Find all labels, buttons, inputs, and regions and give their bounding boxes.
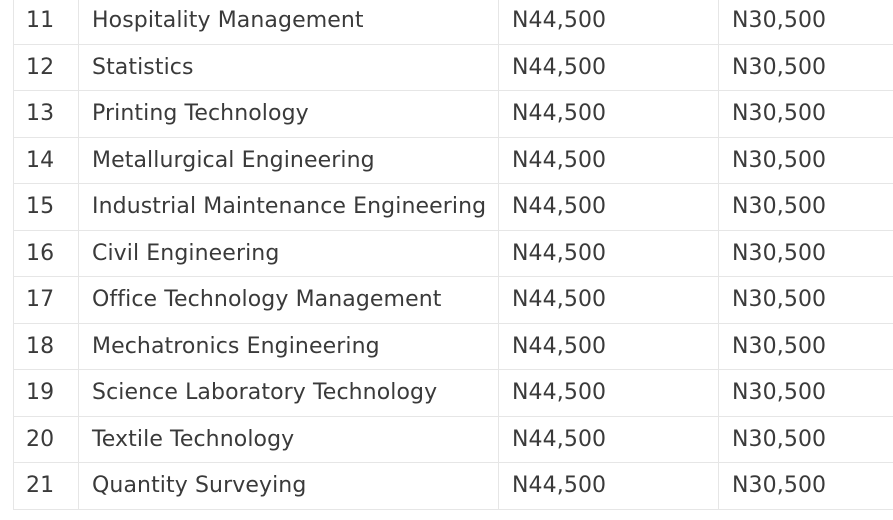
serial-number-cell: 13 [13,90,79,138]
table-row: 11 Hospitality Management N44,500 N30,50… [13,0,893,45]
fee-cell-second: N30,500 [718,322,893,370]
course-name-cell: Statistics [78,43,499,91]
fee-cell-first: N44,500 [498,136,719,184]
course-name-cell: Metallurgical Engineering [78,136,499,184]
fee-cell-second: N30,500 [718,462,893,510]
course-name-cell: Industrial Maintenance Engineering [78,183,499,231]
table-row: 14 Metallurgical Engineering N44,500 N30… [13,136,893,184]
fee-cell-second: N30,500 [718,369,893,417]
course-name-cell: Civil Engineering [78,229,499,277]
course-name-cell: Mechatronics Engineering [78,322,499,370]
serial-number-cell: 11 [13,0,79,45]
table-row: 20 Textile Technology N44,500 N30,500 [13,415,893,463]
fees-table-body: 11 Hospitality Management N44,500 N30,50… [13,0,893,510]
course-name-cell: Science Laboratory Technology [78,369,499,417]
fee-cell-second: N30,500 [718,183,893,231]
serial-number-cell: 21 [13,462,79,510]
table-row: 12 Statistics N44,500 N30,500 [13,43,893,91]
fee-cell-first: N44,500 [498,229,719,277]
fee-cell-second: N30,500 [718,276,893,324]
fee-cell-first: N44,500 [498,322,719,370]
table-row: 16 Civil Engineering N44,500 N30,500 [13,229,893,277]
fee-cell-second: N30,500 [718,415,893,463]
fee-cell-first: N44,500 [498,183,719,231]
fee-cell-first: N44,500 [498,369,719,417]
fee-cell-first: N44,500 [498,90,719,138]
fee-cell-first: N44,500 [498,276,719,324]
table-row: 21 Quantity Surveying N44,500 N30,500 [13,462,893,510]
fees-table-container: 11 Hospitality Management N44,500 N30,50… [13,0,893,510]
course-name-cell: Textile Technology [78,415,499,463]
fee-cell-first: N44,500 [498,0,719,45]
table-row: 13 Printing Technology N44,500 N30,500 [13,90,893,138]
serial-number-cell: 12 [13,43,79,91]
serial-number-cell: 14 [13,136,79,184]
fee-cell-second: N30,500 [718,229,893,277]
fee-cell-second: N30,500 [718,43,893,91]
fee-cell-first: N44,500 [498,462,719,510]
course-name-cell: Hospitality Management [78,0,499,45]
course-name-cell: Office Technology Management [78,276,499,324]
table-row: 17 Office Technology Management N44,500 … [13,276,893,324]
fees-table: 11 Hospitality Management N44,500 N30,50… [13,0,893,510]
fee-cell-second: N30,500 [718,136,893,184]
serial-number-cell: 16 [13,229,79,277]
serial-number-cell: 20 [13,415,79,463]
fee-cell-second: N30,500 [718,0,893,45]
table-row: 19 Science Laboratory Technology N44,500… [13,369,893,417]
serial-number-cell: 18 [13,322,79,370]
serial-number-cell: 19 [13,369,79,417]
fee-cell-second: N30,500 [718,90,893,138]
table-row: 15 Industrial Maintenance Engineering N4… [13,183,893,231]
course-name-cell: Quantity Surveying [78,462,499,510]
serial-number-cell: 15 [13,183,79,231]
fee-cell-first: N44,500 [498,43,719,91]
course-name-cell: Printing Technology [78,90,499,138]
table-row: 18 Mechatronics Engineering N44,500 N30,… [13,322,893,370]
fee-cell-first: N44,500 [498,415,719,463]
serial-number-cell: 17 [13,276,79,324]
